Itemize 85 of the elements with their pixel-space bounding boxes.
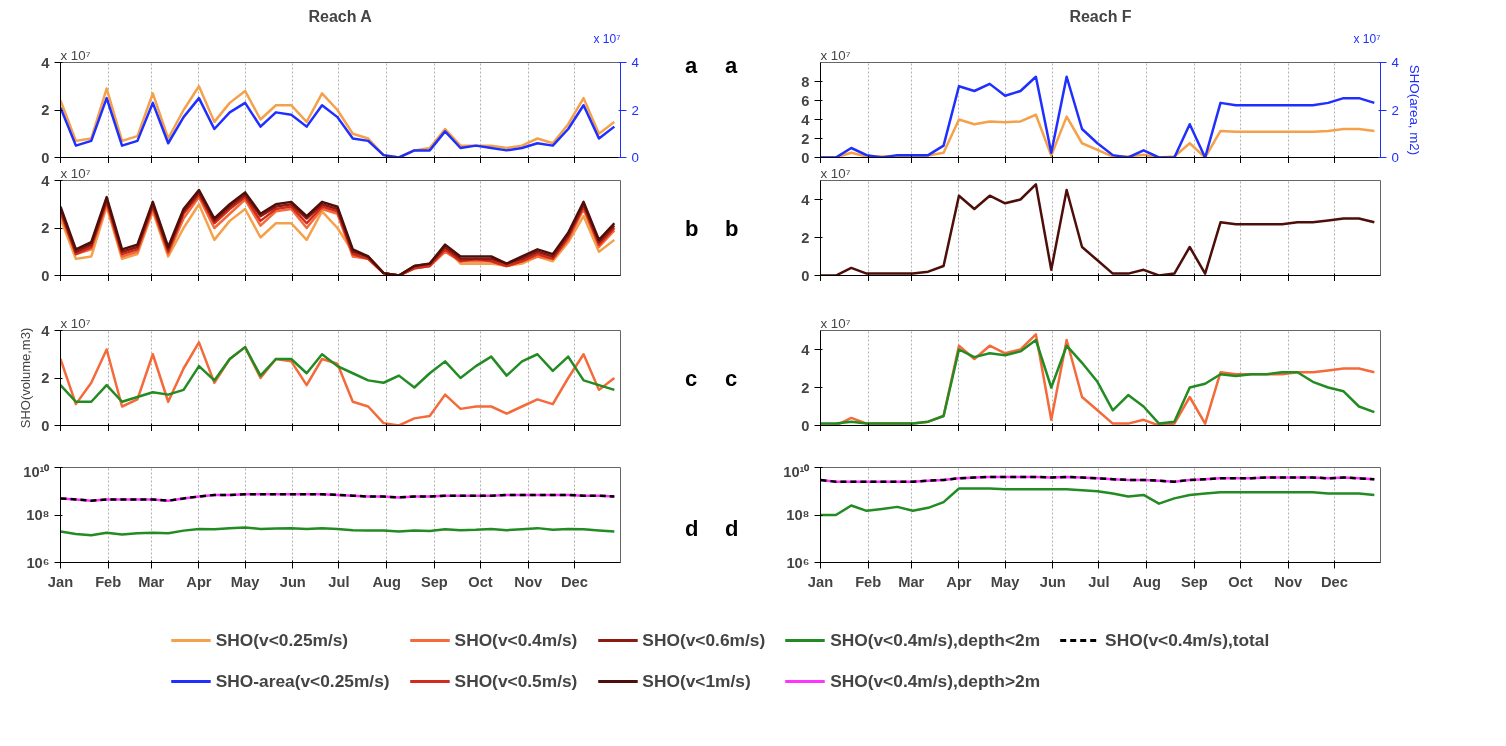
x-tick-label: Dec <box>1320 573 1348 590</box>
y-tick-label: 8 <box>801 73 810 90</box>
x-tick-label: Sep <box>420 573 448 590</box>
y-tick-label: 10¹⁰ <box>23 463 51 480</box>
y2-tick-label: 2 <box>631 102 639 118</box>
x-tick-label: Jan <box>807 573 834 590</box>
y2-tick-label: 4 <box>1391 55 1400 70</box>
text: b <box>725 215 739 243</box>
legend-label: SHO-area(v<0.25m/s) <box>215 670 390 692</box>
x-tick-label: Apr <box>946 573 972 590</box>
text: b <box>685 215 699 243</box>
text: x 10⁷ <box>60 47 91 63</box>
y-tick-label: 4 <box>801 111 811 128</box>
x-tick-label: Nov <box>1274 573 1303 590</box>
y-tick-label: 10⁶ <box>26 554 50 571</box>
legend-label: SHO(v<1m/s) <box>642 670 751 692</box>
y-tick-label: 2 <box>41 220 50 236</box>
y2-tick-label: 0 <box>1391 150 1399 165</box>
y-tick-label: 10⁸ <box>786 507 810 523</box>
chart-title: Reach F <box>1069 7 1132 25</box>
y-tick-label: 4 <box>41 322 51 339</box>
text: c <box>725 365 738 393</box>
y-tick-label: 0 <box>41 267 50 284</box>
y2-tick-label: 4 <box>631 55 640 70</box>
text: d <box>685 515 699 543</box>
y2-tick-label: 2 <box>1391 102 1399 118</box>
legend-label: SHO(v<0.5m/s) <box>454 670 578 692</box>
y-tick-label: 0 <box>41 149 50 166</box>
x-tick-label: Sep <box>1180 573 1208 590</box>
y-tick-label: 0 <box>801 149 810 166</box>
legend-label: SHO(v<0.4m/s) <box>454 629 578 651</box>
y-tick-label: 0 <box>801 417 810 434</box>
x-tick-label: Jul <box>1088 573 1110 590</box>
y-tick-label: 2 <box>801 379 810 396</box>
y-tick-label: 2 <box>41 102 50 118</box>
text: x 10⁷ <box>1353 31 1381 46</box>
y-tick-label: 4 <box>801 341 811 358</box>
x-tick-label: Dec <box>560 573 588 590</box>
y-tick-label: 4 <box>801 191 811 208</box>
text: x 10⁷ <box>593 31 621 46</box>
text: x 10⁷ <box>60 315 91 331</box>
y-tick-label: 2 <box>41 370 50 386</box>
x-tick-label: Mar <box>898 573 925 590</box>
annotation: x 10⁷ <box>820 47 851 63</box>
x-tick-label: May <box>990 573 1021 590</box>
y-tick-label: 2 <box>801 229 810 246</box>
chart-title: Reach A <box>308 7 373 25</box>
text: a <box>685 52 698 80</box>
y-tick-label: 0 <box>41 417 50 434</box>
legend-label: SHO(v<0.6m/s) <box>642 629 766 651</box>
legend-label: SHO(v<0.4m/s),total <box>1105 629 1270 651</box>
y-tick-label: 10⁸ <box>26 507 50 523</box>
y-tick-label: 10¹⁰ <box>783 463 811 480</box>
x-tick-label: Apr <box>186 573 212 590</box>
text: a <box>725 52 738 80</box>
y-tick-label: 4 <box>41 54 51 71</box>
y-axis-title: SHO(volume,m3) <box>18 327 34 429</box>
y-tick-label: 2 <box>801 130 810 147</box>
x-tick-label: Mar <box>138 573 165 590</box>
x-tick-label: Oct <box>1228 573 1253 590</box>
y-tick-label: 10⁶ <box>786 554 810 571</box>
y-tick-label: 0 <box>801 267 810 284</box>
legend-label: SHO(v<0.25m/s) <box>215 629 349 651</box>
x-tick-label: Aug <box>1132 573 1161 590</box>
x-tick-label: Nov <box>514 573 543 590</box>
x-tick-label: Jun <box>1039 573 1066 590</box>
x-tick-label: Aug <box>372 573 401 590</box>
x-tick-label: Jul <box>328 573 350 590</box>
y-tick-label: 6 <box>801 92 810 109</box>
legend-label: SHO(v<0.4m/s),depth>2m <box>830 670 1041 692</box>
y2-axis-title: SHO(area, m2) <box>1406 64 1422 156</box>
legend-label: SHO(v<0.4m/s),depth<2m <box>830 629 1041 651</box>
text: x 10⁷ <box>60 165 91 181</box>
annotation: x 10⁷ <box>820 315 851 331</box>
y-tick-label: 4 <box>41 172 51 189</box>
x-tick-label: Oct <box>468 573 493 590</box>
x-tick-label: Jun <box>279 573 306 590</box>
x-tick-label: May <box>230 573 261 590</box>
x-tick-label: Feb <box>95 573 122 590</box>
x-tick-label: Feb <box>855 573 882 590</box>
x-tick-label: Jan <box>47 573 74 590</box>
annotation: x 10⁷ <box>820 165 851 181</box>
y2-tick-label: 0 <box>631 150 639 165</box>
text: c <box>685 365 698 393</box>
text: d <box>725 515 739 543</box>
